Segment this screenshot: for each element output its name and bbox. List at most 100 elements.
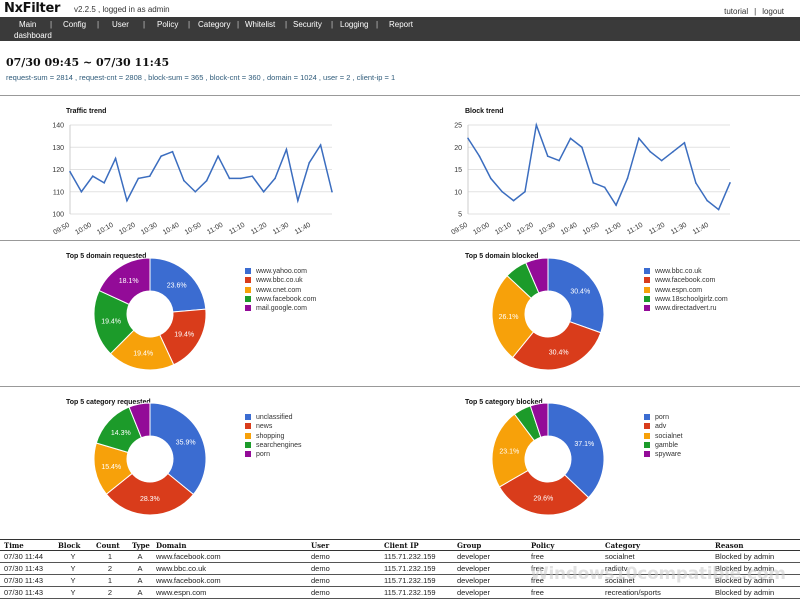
legend-label: gamble bbox=[655, 441, 678, 449]
traffic-data-point bbox=[274, 177, 276, 180]
domain-requested-legend-item: mail.google.com bbox=[245, 304, 316, 313]
category-requested-slice-label: 28.3% bbox=[140, 496, 160, 503]
cell-policy: free bbox=[527, 574, 601, 587]
block-series-line bbox=[467, 122, 731, 211]
cell-block: Y bbox=[54, 586, 92, 599]
nav-separator: | bbox=[331, 20, 334, 29]
cell-group: developer bbox=[453, 562, 527, 575]
category-requested-slice-label: 35.9% bbox=[176, 440, 196, 447]
nav-policy[interactable]: Policy bbox=[157, 20, 179, 29]
main-nav: Main | Config | User | Policy | Category… bbox=[0, 17, 800, 41]
nav-category[interactable]: Category bbox=[198, 20, 231, 29]
nav-main[interactable]: Main bbox=[19, 20, 37, 29]
cell-count: 2 bbox=[92, 562, 128, 575]
table-row[interactable]: 07/30 11:43 Y 1 A www.facebook.com demo … bbox=[0, 574, 800, 587]
legend-swatch bbox=[644, 414, 650, 420]
block-data-point bbox=[672, 150, 674, 153]
traffic-data-point bbox=[285, 148, 288, 151]
cell-client-ip: 115.71.232.159 bbox=[380, 586, 453, 599]
domain-blocked-slice-label: 26.1% bbox=[499, 314, 519, 321]
block-data-point bbox=[729, 182, 731, 184]
cell-domain: www.bbc.co.uk bbox=[152, 562, 307, 575]
cell-client-ip: 115.71.232.159 bbox=[380, 574, 453, 587]
block-data-point bbox=[683, 142, 686, 144]
nav-dashboard[interactable]: dashboard bbox=[14, 31, 52, 40]
nav-report[interactable]: Report bbox=[389, 20, 414, 29]
nav-config[interactable]: Config bbox=[63, 20, 87, 29]
block-y-tick-label: 5 bbox=[458, 212, 462, 219]
col-header-category[interactable]: Category bbox=[601, 539, 711, 551]
legend-label: www.bbc.co.uk bbox=[655, 268, 702, 275]
col-header-domain[interactable]: Domain bbox=[152, 539, 307, 551]
legend-label: www.bbc.co.uk bbox=[256, 277, 303, 285]
col-header-time[interactable]: Time bbox=[0, 539, 54, 551]
legend-label: adv bbox=[655, 423, 667, 431]
category-blocked-legend-item: porn bbox=[644, 413, 683, 422]
table-row[interactable]: 07/30 11:43 Y 2 A www.espn.com demo 115.… bbox=[0, 586, 800, 599]
col-header-type[interactable]: Type bbox=[128, 539, 152, 551]
traffic-data-point bbox=[308, 162, 311, 164]
legend-swatch bbox=[644, 432, 650, 439]
col-header-user[interactable]: User bbox=[307, 539, 380, 551]
col-header-policy[interactable]: Policy bbox=[527, 539, 601, 551]
nav-user[interactable]: User bbox=[112, 20, 129, 29]
nav-separator: | bbox=[188, 20, 191, 29]
legend-label: socialnet bbox=[655, 432, 683, 440]
category-requested-legend-item: searchengines bbox=[245, 441, 302, 450]
block-y-tick-label: 20 bbox=[454, 145, 462, 152]
domain-requested-legend-item: www.bbc.co.uk bbox=[245, 276, 316, 285]
cell-client-ip: 115.71.232.159 bbox=[380, 550, 453, 563]
cell-time: 07/30 11:43 bbox=[0, 586, 54, 599]
legend-swatch bbox=[245, 277, 251, 284]
table-row[interactable]: 07/30 11:44 Y 1 A www.facebook.com demo … bbox=[0, 550, 800, 563]
nav-whitelist[interactable]: Whitelist bbox=[245, 20, 276, 29]
divider bbox=[0, 95, 800, 96]
col-header-client-ip[interactable]: Client IP bbox=[380, 539, 453, 551]
category-blocked-slice-label: 29.6% bbox=[533, 496, 553, 503]
category-blocked-legend-item: gamble bbox=[644, 441, 683, 450]
domain-blocked-slice bbox=[525, 257, 549, 294]
block-y-tick-label: 15 bbox=[454, 167, 462, 174]
col-header-group[interactable]: Group bbox=[453, 539, 527, 551]
block-data-point bbox=[615, 204, 617, 206]
traffic-data-point bbox=[319, 144, 322, 146]
domain-blocked-legend-item: www.facebook.com bbox=[644, 276, 728, 285]
legend-label: www.18schoolgirlz.com bbox=[655, 295, 728, 303]
nav-separator: | bbox=[237, 20, 240, 29]
traffic-data-point bbox=[171, 150, 174, 153]
tutorial-link[interactable]: tutorial bbox=[724, 7, 749, 16]
col-header-block[interactable]: Block bbox=[54, 539, 92, 551]
col-header-reason[interactable]: Reason bbox=[711, 539, 800, 551]
domain-requested-slice bbox=[149, 257, 207, 313]
table-row[interactable]: 07/30 11:43 Y 2 A www.bbc.co.uk demo 115… bbox=[0, 562, 800, 575]
block-data-point bbox=[649, 150, 652, 153]
col-header-count[interactable]: Count bbox=[92, 539, 128, 551]
legend-label: www.espn.com bbox=[655, 286, 703, 294]
legend-swatch bbox=[644, 277, 650, 284]
nav-security[interactable]: Security bbox=[293, 20, 322, 29]
top-link-separator: | bbox=[754, 7, 757, 16]
block-data-point bbox=[717, 208, 720, 211]
category-blocked-legend-item: socialnet bbox=[644, 432, 683, 441]
category-blocked-slice-label: 23.1% bbox=[499, 448, 519, 455]
block-data-point bbox=[467, 137, 469, 140]
legend-label: unclassified bbox=[256, 414, 293, 421]
cell-type: A bbox=[128, 562, 152, 575]
logout-link[interactable]: logout bbox=[762, 7, 784, 16]
category-requested-slice-label: 14.3% bbox=[111, 430, 131, 437]
cell-time: 07/30 11:44 bbox=[0, 550, 54, 563]
version-login-text: v2.2.5 , logged in as admin bbox=[74, 5, 170, 14]
legend-swatch bbox=[245, 268, 251, 274]
traffic-data-point bbox=[194, 190, 197, 193]
domain-requested-slice bbox=[98, 257, 151, 306]
domain-requested-legend-item: www.yahoo.com bbox=[245, 267, 316, 276]
legend-label: www.directadvert.ru bbox=[655, 305, 717, 313]
cell-block: Y bbox=[54, 562, 92, 575]
category-blocked-slice bbox=[498, 469, 590, 516]
nav-separator: | bbox=[376, 20, 379, 29]
nav-logging[interactable]: Logging bbox=[340, 20, 369, 29]
